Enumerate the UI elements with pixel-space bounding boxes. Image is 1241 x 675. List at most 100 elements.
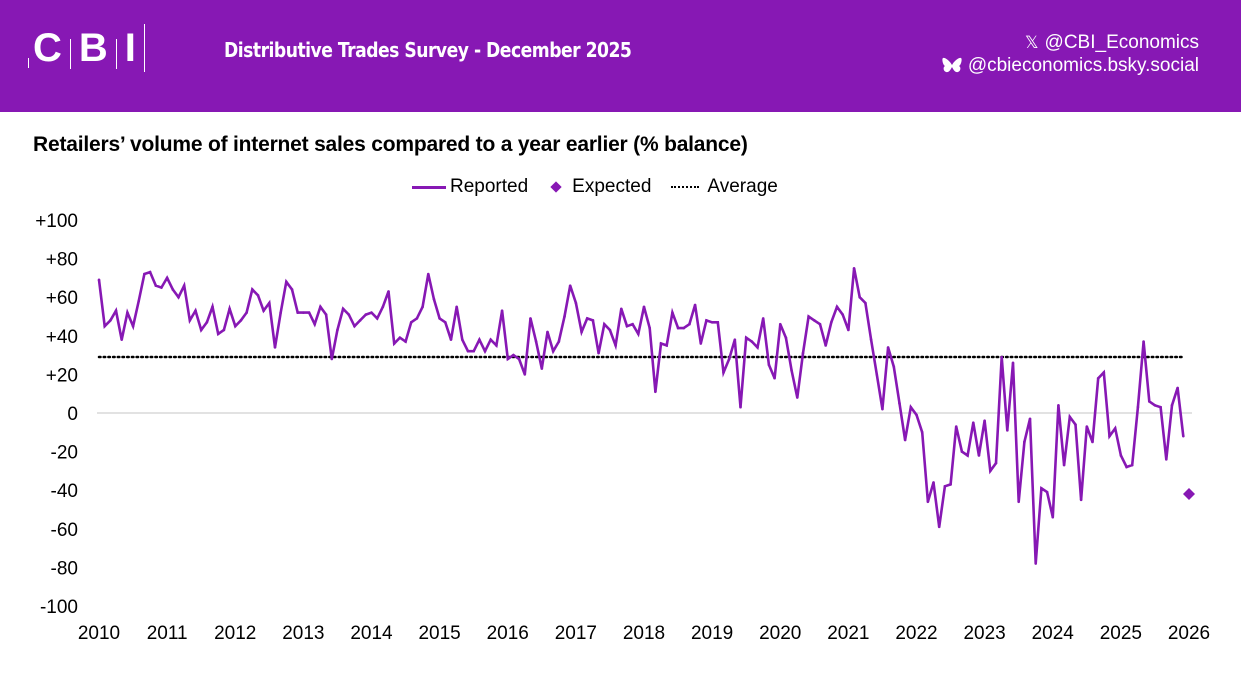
reported-point [546, 330, 549, 334]
reported-point [211, 305, 214, 309]
reported-point [489, 338, 493, 341]
reported-point [903, 438, 907, 442]
reported-point [143, 272, 146, 276]
x-tick-label: 2023 [963, 623, 1005, 644]
x-tick-label: 2011 [147, 623, 188, 644]
reported-point [1017, 500, 1020, 504]
reported-point [432, 297, 436, 301]
reported-point [778, 322, 782, 326]
reported-point [1011, 361, 1015, 365]
logo-divider [69, 39, 71, 69]
reported-point [597, 351, 600, 355]
reported-point [983, 419, 986, 423]
logo-letter-c: C [33, 26, 62, 70]
reported-point [171, 288, 175, 291]
x-tick-label: 2025 [1100, 623, 1142, 644]
reported-point [239, 319, 243, 322]
reported-point [937, 525, 941, 529]
reported-point [722, 371, 725, 374]
reported-point [847, 328, 850, 332]
reported-point [705, 319, 708, 322]
reported-point [421, 305, 424, 309]
reported-point [205, 320, 209, 324]
reported-point [739, 405, 742, 409]
reported-point [875, 373, 879, 376]
reported-point [1062, 463, 1066, 467]
reported-point [761, 317, 765, 320]
reported-point [858, 295, 862, 299]
reported-point [387, 290, 390, 293]
reported-point [495, 344, 498, 347]
reported-point [625, 324, 629, 328]
reported-point [347, 313, 351, 316]
reported-series-line [97, 268, 1185, 564]
reported-point [109, 319, 112, 322]
reported-point [767, 363, 771, 367]
reported-point [517, 357, 521, 361]
reported-point [290, 288, 294, 291]
x-tick-label: 2021 [827, 623, 869, 644]
reported-point [688, 322, 691, 326]
reported-point [165, 276, 169, 280]
reported-point [665, 344, 669, 347]
reported-point [676, 326, 680, 330]
reported-point [989, 469, 992, 473]
reported-point [852, 266, 856, 270]
x-icon: 𝕏 [1024, 33, 1039, 52]
reported-point [807, 315, 810, 318]
x-tick-label: 2016 [487, 623, 529, 644]
reported-point [216, 332, 220, 336]
reported-point [296, 311, 299, 314]
reported-point [824, 344, 827, 347]
reported-point [364, 313, 368, 316]
reported-point [915, 413, 918, 417]
x-tick-label: 2022 [895, 623, 937, 644]
reported-point [614, 344, 617, 347]
reported-point [585, 317, 589, 320]
reported-point [1102, 371, 1106, 374]
reported-point [472, 349, 475, 353]
reported-point [313, 322, 317, 326]
reported-point [1006, 429, 1009, 432]
reported-point [1079, 498, 1083, 502]
y-tick-label: +60 [46, 288, 78, 309]
reported-point [568, 284, 572, 287]
reported-point [1136, 405, 1140, 409]
reported-point [784, 336, 788, 340]
legend-item-reported: Reported [412, 176, 528, 198]
reported-point [302, 311, 305, 314]
reported-point [1108, 434, 1111, 438]
reported-point [886, 346, 890, 349]
reported-point [404, 340, 407, 343]
reported-point [619, 307, 623, 311]
reported-point [455, 305, 458, 309]
y-tick-label: -40 [51, 481, 78, 502]
x-tick-label: 2024 [1032, 623, 1075, 644]
reported-point [591, 319, 595, 322]
reported-point [523, 373, 527, 376]
y-axis: +100 +80 +60 +40 +20 0 -20 -40 -60 -80 -100 [35, 211, 78, 618]
bluesky-handle[interactable]: @cbieconomics.bsky.social [967, 55, 1199, 76]
legend-line-swatch [412, 185, 446, 189]
x-handle[interactable]: @CBI_Economics [1044, 32, 1199, 53]
y-tick-label: 0 [67, 404, 78, 425]
reported-point [841, 313, 844, 316]
reported-point [228, 307, 231, 311]
reported-point [795, 396, 799, 399]
reported-point [461, 338, 464, 341]
reported-point [977, 454, 981, 457]
reported-point [370, 311, 373, 314]
reported-point [790, 369, 793, 372]
social-x[interactable]: 𝕏 @CBI_Economics [942, 31, 1199, 54]
legend-diamond-swatch [550, 181, 562, 193]
y-tick-label: -60 [51, 520, 78, 541]
reported-point [727, 357, 731, 361]
y-tick-label: +100 [35, 211, 78, 232]
reported-point [835, 305, 839, 309]
reported-point [1000, 355, 1003, 359]
social-bluesky[interactable]: @cbieconomics.bsky.social [942, 54, 1199, 77]
reported-point [773, 376, 776, 380]
reported-point [637, 332, 640, 336]
reported-point [744, 336, 748, 340]
reported-point [932, 481, 935, 484]
